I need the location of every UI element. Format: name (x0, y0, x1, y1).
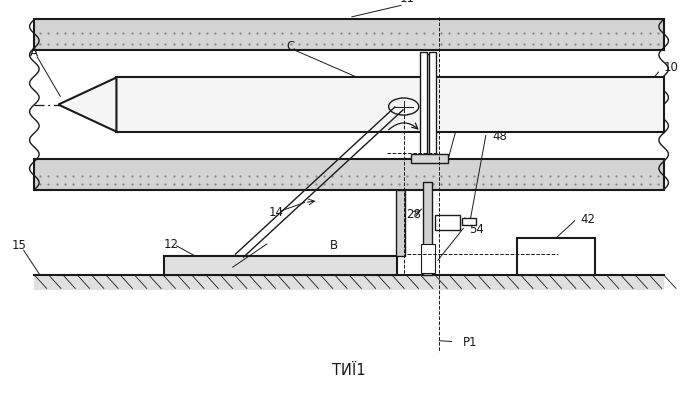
Text: 48: 48 (493, 130, 507, 143)
Text: 28: 28 (406, 208, 421, 221)
Text: 10: 10 (664, 61, 678, 74)
Text: 12: 12 (163, 238, 179, 251)
Text: A: A (30, 46, 38, 59)
Bar (423, 182, 433, 275)
Bar (410, 154, 448, 164)
Bar (117, 77, 664, 132)
Bar (434, 215, 461, 230)
Text: 42: 42 (580, 213, 595, 226)
Text: C: C (287, 40, 295, 53)
Bar (34, 19, 664, 51)
Bar (419, 52, 426, 155)
Bar (462, 218, 475, 226)
Text: ΤИЇ1: ΤИЇ1 (332, 363, 366, 378)
Bar (34, 159, 664, 190)
Text: 46: 46 (468, 82, 482, 95)
Polygon shape (59, 77, 117, 132)
Bar (34, 275, 664, 290)
Bar (396, 190, 405, 256)
Text: 11: 11 (400, 0, 415, 5)
Bar (421, 244, 434, 273)
Text: 14: 14 (268, 206, 283, 219)
Text: 44: 44 (225, 261, 240, 274)
Text: B: B (330, 239, 338, 252)
Bar (429, 52, 436, 155)
Bar (517, 238, 595, 275)
Bar (423, 54, 433, 159)
Text: 15: 15 (12, 239, 27, 252)
Text: 16: 16 (468, 99, 483, 112)
Bar (164, 256, 397, 275)
Text: 54: 54 (469, 223, 484, 236)
Text: P1: P1 (463, 336, 477, 349)
